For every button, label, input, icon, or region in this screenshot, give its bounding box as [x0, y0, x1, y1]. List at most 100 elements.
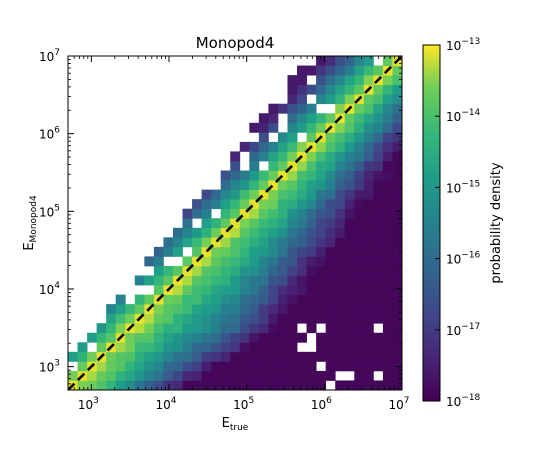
heatmap-cell [220, 332, 231, 343]
heatmap-cell [87, 332, 98, 343]
heatmap-cell [392, 132, 402, 143]
heatmap-cell [373, 170, 384, 181]
heatmap-cell [325, 304, 336, 315]
heatmap-cell [335, 285, 346, 295]
heatmap-cell [316, 84, 327, 95]
heatmap-cell [325, 218, 336, 229]
heatmap-cell [192, 342, 202, 353]
heatmap-cell [354, 294, 365, 305]
heatmap-cell [392, 208, 402, 219]
heatmap-cell [134, 351, 145, 362]
heatmap-cell [344, 351, 355, 362]
heatmap-cell [382, 94, 393, 105]
heatmap-cell [249, 332, 260, 343]
heatmap-cell [220, 361, 231, 372]
heatmap-cell [115, 370, 126, 381]
heatmap-cell [163, 342, 174, 353]
heatmap-cell [125, 351, 136, 362]
heatmap-cell [344, 323, 355, 334]
heatmap-cell [211, 218, 222, 229]
heatmap-cell [68, 351, 78, 362]
heatmap-cell [344, 275, 355, 286]
heatmap-cell [249, 304, 260, 315]
heatmap-cell [363, 122, 374, 133]
heatmap-cell [172, 332, 183, 343]
heatmap-cell [335, 103, 346, 114]
heatmap-cell [182, 332, 193, 343]
heatmap-cell [373, 122, 384, 133]
heatmap-cell [316, 199, 327, 210]
heatmap-cell [163, 304, 174, 315]
heatmap-cell [392, 332, 402, 343]
x-axis-label: Etrue [222, 416, 249, 433]
heatmap-cell [230, 351, 241, 362]
heatmap-cell [239, 370, 250, 381]
colorbar-tick-label: 10−16 [446, 251, 481, 267]
heatmap-cell [115, 380, 126, 390]
heatmap-cell [297, 275, 307, 286]
heatmap-cell [153, 313, 164, 324]
heatmap-cell [392, 237, 402, 248]
heatmap-cell [354, 84, 365, 95]
heatmap-cell [277, 170, 288, 181]
heatmap-cell [363, 256, 374, 267]
heatmap-cell [230, 304, 241, 315]
heatmap-cell [277, 265, 288, 276]
heatmap-cell [258, 380, 269, 390]
heatmap-cell [172, 294, 183, 305]
heatmap-cell [144, 351, 155, 362]
heatmap-cell [211, 304, 222, 315]
heatmap-cell [211, 237, 222, 248]
colorbar-tick-label-base: 10 [446, 253, 461, 267]
heatmap-cell [363, 218, 374, 229]
heatmap-cell [258, 370, 269, 381]
heatmap-cell [363, 56, 374, 66]
heatmap-cell [230, 218, 241, 229]
heatmap-cell [239, 380, 250, 390]
heatmap-cell [306, 218, 317, 229]
heatmap-cell [258, 208, 269, 219]
heatmap-cell [373, 294, 384, 305]
heatmap-cell [306, 294, 317, 305]
x-tick-label-base: 10 [233, 398, 248, 412]
heatmap-cell [144, 342, 155, 353]
heatmap-cell [354, 65, 365, 76]
heatmap-cell [211, 294, 222, 305]
heatmap-cell [335, 342, 346, 353]
y-tick-label: 107 [39, 48, 60, 64]
y-axis-label: EMonopod4 [22, 195, 39, 251]
heatmap-cell [325, 370, 336, 381]
heatmap-cell [249, 342, 260, 353]
heatmap-cell [287, 75, 298, 86]
heatmap-cell [115, 304, 126, 315]
heatmap-cell [277, 151, 288, 162]
heatmap-cell [277, 304, 288, 315]
heatmap-cell [335, 323, 346, 334]
heatmap-cell [182, 218, 193, 229]
x-tick-label: 105 [233, 396, 254, 412]
heatmap-cell [287, 370, 298, 381]
heatmap-cell [306, 103, 317, 114]
heatmap-cell [382, 313, 393, 324]
heatmap-cell [258, 227, 269, 238]
heatmap-cell [373, 285, 384, 295]
heatmap-cell [297, 65, 307, 76]
y-tick-label-exponent: 6 [54, 126, 60, 136]
heatmap-cell [211, 227, 222, 238]
heatmap-cell [363, 294, 374, 305]
heatmap-cell [144, 361, 155, 372]
heatmap-cell [373, 275, 384, 286]
heatmap-cell [325, 180, 336, 190]
heatmap-cell [182, 304, 193, 315]
x-tick-label: 104 [156, 396, 177, 412]
heatmap-cell [249, 122, 260, 133]
heatmap-cell [172, 285, 183, 295]
heatmap-cell [392, 294, 402, 305]
heatmap-cell [192, 199, 202, 210]
heatmap-cell [192, 370, 202, 381]
heatmap-cell [325, 275, 336, 286]
heatmap-cell [325, 189, 336, 200]
heatmap-cell [182, 285, 193, 295]
heatmap-cell [163, 275, 174, 286]
